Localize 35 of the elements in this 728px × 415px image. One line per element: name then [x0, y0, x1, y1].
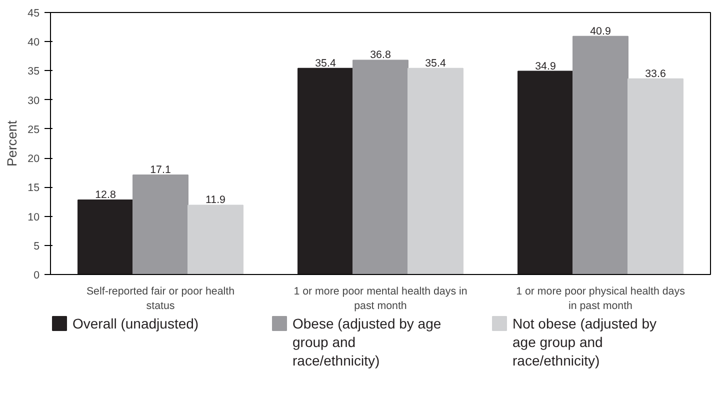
data-label: 36.8 [370, 49, 391, 62]
bar [572, 36, 628, 274]
data-label: 11.9 [206, 194, 226, 206]
bar [628, 78, 684, 274]
y-tick-label: 35 [28, 66, 40, 78]
bar [518, 70, 574, 274]
y-tick-label: 0 [34, 270, 40, 282]
data-label: 35.4 [425, 57, 446, 70]
y-tick-label: 40 [28, 36, 40, 49]
y-tick-label: 20 [28, 153, 40, 166]
data-label: 35.4 [315, 57, 336, 70]
legend-label: Obese (adjusted by age group and race/ethnicity) [292, 316, 442, 368]
bar [132, 174, 188, 274]
bar [188, 204, 244, 274]
legend-label: Not obese (adjusted by age group and race/ethnicity) [512, 316, 656, 368]
data-label: 40.9 [590, 25, 611, 38]
x-tick-label: 1 or more poor physical health days in past month [516, 286, 685, 312]
data-label: 33.6 [645, 68, 666, 80]
y-axis-title: Percent [4, 120, 20, 166]
bar [78, 199, 134, 274]
bar [352, 60, 408, 274]
bar [408, 68, 464, 274]
data-label: 17.1 [150, 164, 171, 176]
legend-label: Overall (unadjusted) [72, 316, 199, 332]
x-tick-label: Self-reported fair or poor health status [86, 286, 235, 312]
bar [298, 68, 354, 274]
data-label: 34.9 [535, 60, 556, 72]
y-tick-label: 30 [28, 94, 40, 107]
y-tick-label: 45 [28, 8, 40, 20]
y-tick-label: 25 [28, 124, 40, 136]
x-tick-label: 1 or more poor mental health days in past month [294, 286, 468, 312]
y-tick-label: 15 [28, 182, 40, 194]
data-label: 12.8 [95, 188, 116, 201]
y-tick-label: 10 [28, 211, 40, 224]
y-tick-label: 5 [34, 240, 40, 252]
